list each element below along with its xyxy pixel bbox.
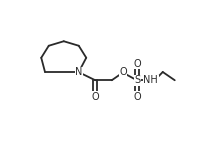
Text: O: O bbox=[119, 67, 127, 77]
Text: O: O bbox=[91, 92, 99, 102]
Text: N: N bbox=[75, 67, 83, 77]
Text: O: O bbox=[133, 59, 141, 69]
Text: S: S bbox=[134, 75, 140, 85]
Text: NH: NH bbox=[143, 75, 158, 85]
Text: O: O bbox=[133, 92, 141, 102]
